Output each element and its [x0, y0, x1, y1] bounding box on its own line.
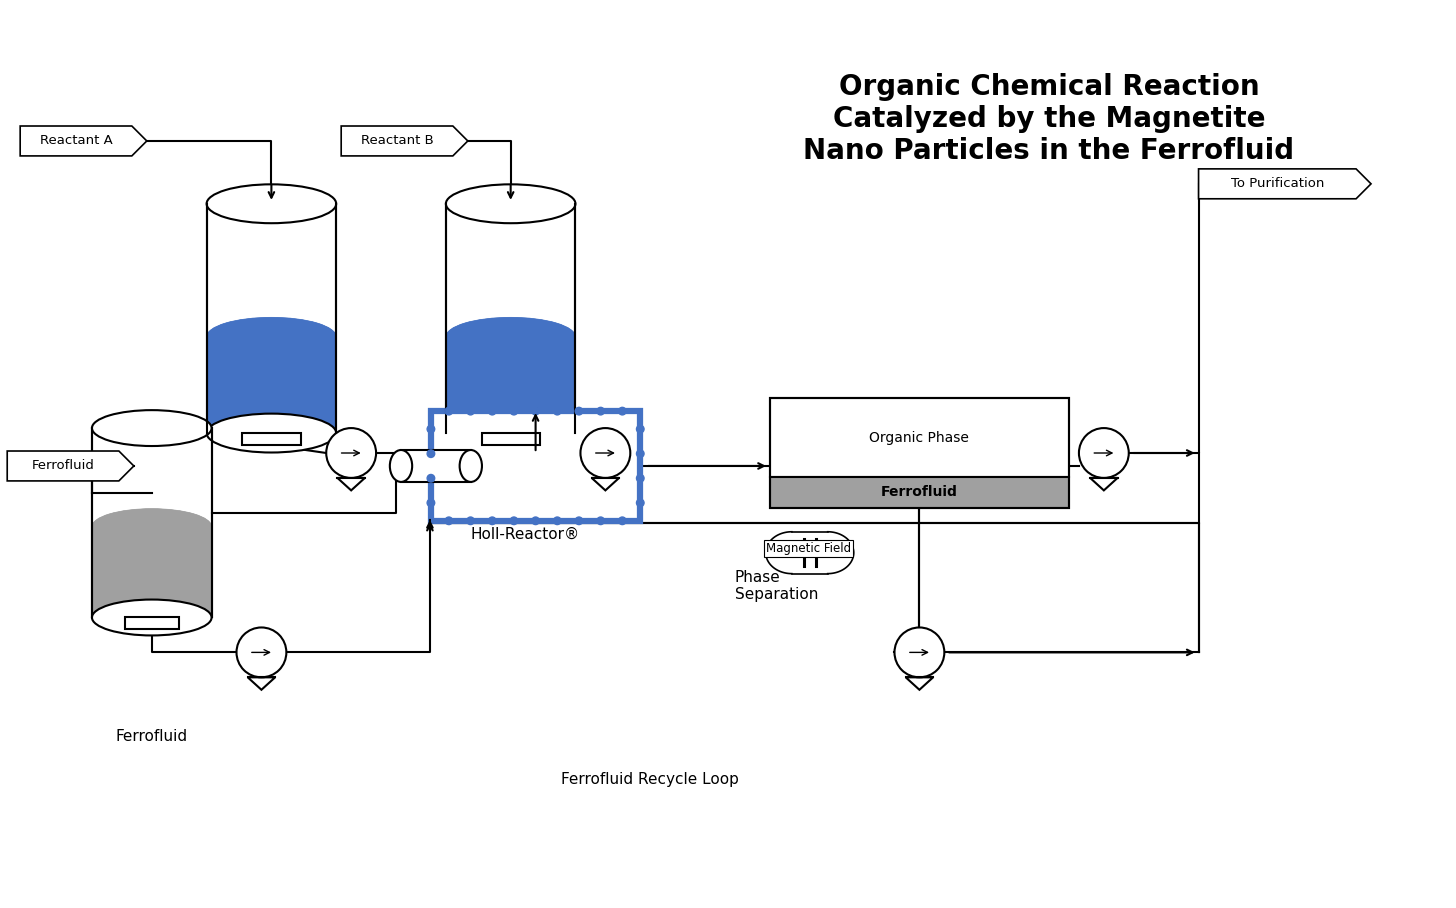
Circle shape [581, 428, 630, 478]
Text: Reactant B: Reactant B [361, 134, 434, 147]
Circle shape [636, 449, 644, 458]
Circle shape [575, 517, 582, 525]
Circle shape [531, 517, 539, 525]
Ellipse shape [207, 184, 336, 223]
Text: Ferrofluid: Ferrofluid [881, 486, 958, 499]
Polygon shape [338, 478, 365, 490]
Circle shape [636, 499, 644, 507]
Ellipse shape [92, 508, 211, 545]
Circle shape [597, 408, 604, 415]
Bar [770, 399, 1069, 477]
Ellipse shape [92, 599, 211, 636]
Circle shape [427, 449, 435, 458]
Polygon shape [1091, 478, 1118, 490]
Circle shape [619, 517, 626, 525]
Polygon shape [248, 677, 275, 690]
Bar [482, 433, 540, 445]
Ellipse shape [446, 414, 575, 452]
Circle shape [894, 627, 945, 677]
Bar [770, 399, 1069, 508]
Polygon shape [341, 126, 467, 156]
Text: Organic Chemical Reaction
Catalyzed by the Magnetite
Nano Particles in the Ferro: Organic Chemical Reaction Catalyzed by t… [804, 73, 1294, 165]
Circle shape [467, 408, 475, 415]
Circle shape [553, 408, 561, 415]
Ellipse shape [207, 414, 336, 452]
Polygon shape [906, 677, 933, 690]
Polygon shape [20, 126, 147, 156]
Circle shape [510, 517, 518, 525]
Bar [446, 203, 575, 433]
Ellipse shape [390, 450, 412, 482]
Bar [207, 203, 336, 433]
Circle shape [467, 517, 475, 525]
Circle shape [488, 517, 496, 525]
Circle shape [636, 475, 644, 482]
Circle shape [326, 428, 376, 478]
Text: Reactant A: Reactant A [39, 134, 112, 147]
Bar [446, 337, 575, 433]
Circle shape [553, 517, 561, 525]
Circle shape [597, 517, 604, 525]
Ellipse shape [92, 599, 211, 636]
Polygon shape [1198, 169, 1372, 199]
Bar [400, 450, 470, 482]
Bar [770, 477, 1069, 508]
Text: To Purification: To Purification [1230, 177, 1324, 191]
Text: Organic Phase: Organic Phase [869, 430, 970, 445]
Circle shape [619, 408, 626, 415]
Ellipse shape [460, 450, 482, 482]
Ellipse shape [92, 508, 211, 545]
Circle shape [488, 408, 496, 415]
Ellipse shape [207, 317, 336, 356]
Text: Holl-Reactor®: Holl-Reactor® [470, 528, 579, 542]
Text: Ferrofluid: Ferrofluid [32, 459, 95, 472]
Circle shape [531, 408, 539, 415]
Bar [92, 428, 211, 617]
Bar [125, 617, 179, 629]
Polygon shape [591, 478, 619, 490]
Bar [92, 527, 211, 617]
Circle shape [1079, 428, 1128, 478]
Circle shape [510, 408, 518, 415]
Bar [207, 337, 336, 433]
Ellipse shape [207, 317, 336, 356]
Bar [431, 411, 641, 521]
Circle shape [427, 425, 435, 433]
Text: Phase
Separation: Phase Separation [735, 569, 818, 602]
Ellipse shape [446, 317, 575, 356]
Circle shape [236, 627, 287, 677]
Bar [242, 433, 300, 445]
Polygon shape [7, 451, 134, 481]
Ellipse shape [207, 414, 336, 452]
Text: Ferrofluid: Ferrofluid [115, 729, 188, 745]
Ellipse shape [446, 317, 575, 356]
Text: Ferrofluid Recycle Loop: Ferrofluid Recycle Loop [562, 772, 740, 787]
Circle shape [575, 408, 582, 415]
Ellipse shape [92, 410, 211, 446]
Circle shape [636, 425, 644, 433]
Circle shape [446, 408, 453, 415]
Text: Magnetic Field: Magnetic Field [766, 542, 850, 555]
Circle shape [427, 475, 435, 482]
Circle shape [427, 499, 435, 507]
Ellipse shape [446, 184, 575, 223]
Circle shape [446, 517, 453, 525]
Ellipse shape [446, 414, 575, 452]
